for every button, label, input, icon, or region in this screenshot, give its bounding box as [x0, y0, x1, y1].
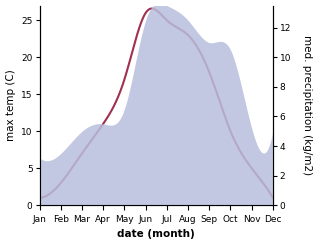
Y-axis label: max temp (C): max temp (C)	[5, 70, 16, 141]
Y-axis label: med. precipitation (kg/m2): med. precipitation (kg/m2)	[302, 35, 313, 175]
X-axis label: date (month): date (month)	[117, 230, 195, 239]
